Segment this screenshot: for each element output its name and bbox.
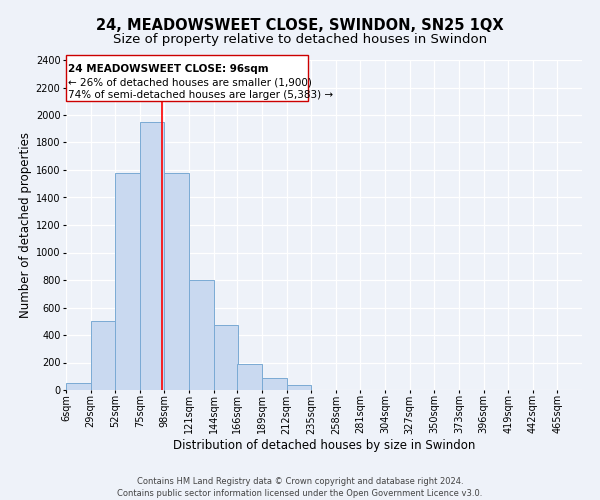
Bar <box>189 280 214 390</box>
Bar <box>287 385 311 390</box>
Bar <box>262 378 287 390</box>
Bar <box>164 173 189 390</box>
Bar <box>115 173 140 390</box>
Text: 24, MEADOWSWEET CLOSE, SWINDON, SN25 1QX: 24, MEADOWSWEET CLOSE, SWINDON, SN25 1QX <box>96 18 504 32</box>
FancyBboxPatch shape <box>66 54 308 101</box>
Text: Contains HM Land Registry data © Crown copyright and database right 2024.
Contai: Contains HM Land Registry data © Crown c… <box>118 476 482 498</box>
X-axis label: Distribution of detached houses by size in Swindon: Distribution of detached houses by size … <box>173 439 475 452</box>
Text: ← 26% of detached houses are smaller (1,900): ← 26% of detached houses are smaller (1,… <box>68 78 312 88</box>
Bar <box>237 364 262 390</box>
Bar <box>66 383 91 390</box>
Bar <box>91 322 115 390</box>
Bar <box>214 326 238 390</box>
Text: 24 MEADOWSWEET CLOSE: 96sqm: 24 MEADOWSWEET CLOSE: 96sqm <box>68 64 269 74</box>
Text: 74% of semi-detached houses are larger (5,383) →: 74% of semi-detached houses are larger (… <box>68 90 333 100</box>
Text: Size of property relative to detached houses in Swindon: Size of property relative to detached ho… <box>113 32 487 46</box>
Y-axis label: Number of detached properties: Number of detached properties <box>19 132 32 318</box>
Bar <box>140 122 164 390</box>
